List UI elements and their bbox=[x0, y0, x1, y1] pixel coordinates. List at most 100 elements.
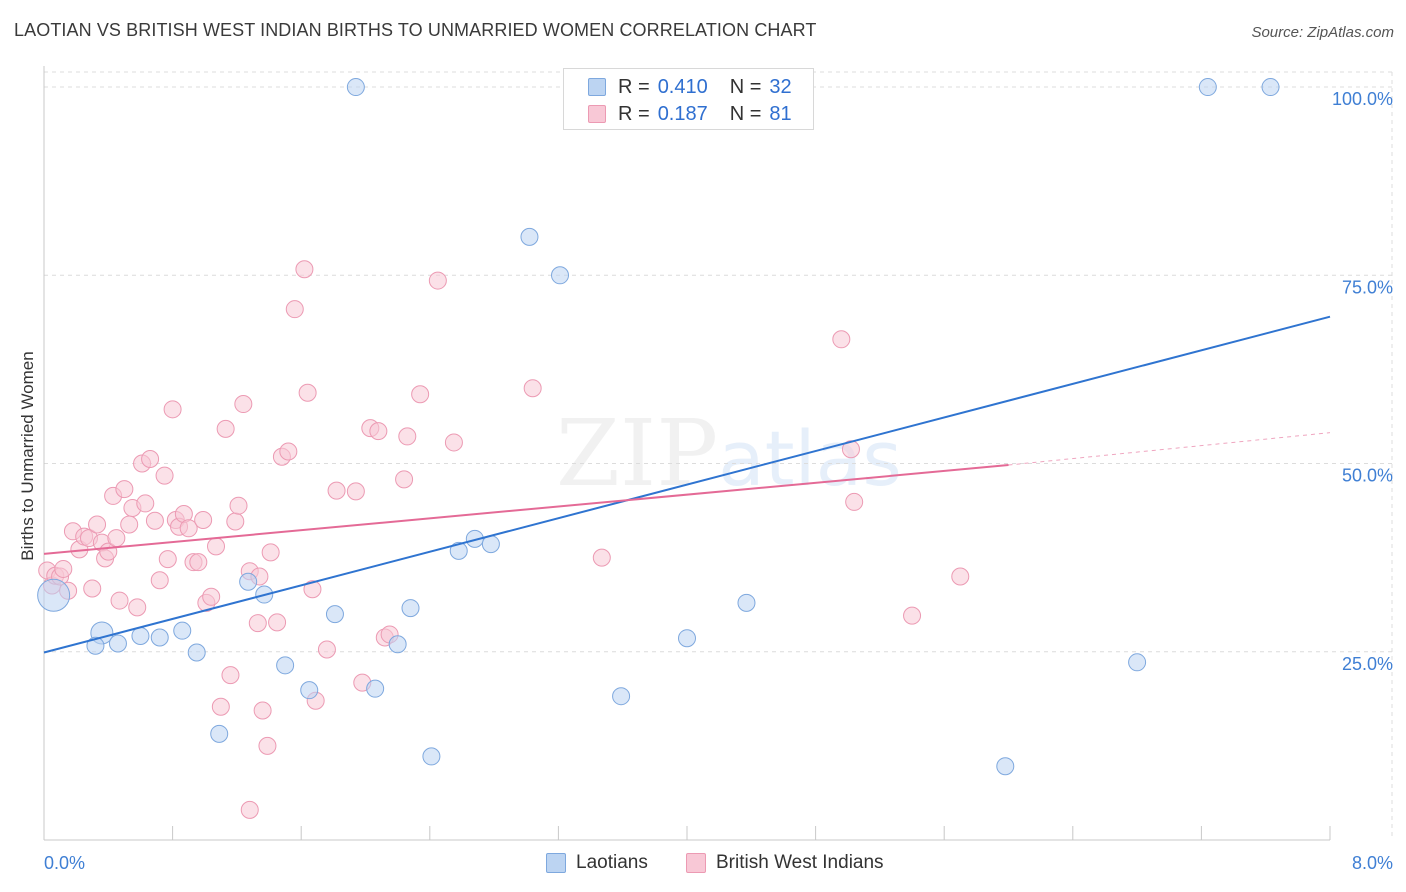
legend-label-british-west-indians: British West Indians bbox=[716, 852, 884, 873]
laotians-point bbox=[678, 629, 696, 648]
british-west-indians-point bbox=[234, 395, 253, 414]
british-west-indians-point bbox=[295, 260, 314, 279]
r-value-laotians: 0.410 bbox=[657, 75, 708, 98]
british-west-indians-point bbox=[110, 591, 129, 610]
n-value-british-west-indians: 81 bbox=[769, 102, 792, 125]
british-west-indians-point bbox=[258, 736, 277, 755]
laotians-point bbox=[520, 227, 539, 246]
british-west-indians-point bbox=[845, 492, 864, 511]
british-west-indians-point bbox=[592, 548, 611, 567]
laotians-point bbox=[187, 643, 206, 662]
y-axis-label: Births to Unmarried Women bbox=[18, 351, 37, 561]
y-tick-label: 25.0% bbox=[1342, 654, 1393, 674]
y-tick-label: 75.0% bbox=[1342, 277, 1393, 297]
british-west-indians-point bbox=[107, 529, 126, 548]
laotians-trend-line bbox=[43, 315, 1331, 654]
source-label[interactable]: Source: ZipAtlas.com bbox=[1251, 24, 1394, 41]
legend-item-laotians[interactable]: Laotians bbox=[546, 852, 648, 874]
laotians-point bbox=[612, 687, 631, 706]
british-west-indians-point bbox=[523, 379, 542, 398]
british-west-indians-trend-line bbox=[43, 464, 1009, 555]
british-west-indians-point bbox=[163, 400, 182, 419]
laotians-point bbox=[422, 747, 441, 766]
laotians-point bbox=[108, 634, 127, 653]
british-west-indians-legend-swatch bbox=[686, 853, 706, 873]
british-west-indians-point bbox=[158, 550, 177, 569]
laotians-point bbox=[131, 626, 150, 645]
british-west-indians-point bbox=[179, 519, 198, 538]
british-west-indians-point bbox=[903, 606, 922, 625]
british-west-indians-point bbox=[83, 579, 102, 598]
laotians-point bbox=[37, 578, 71, 612]
laotians-point bbox=[1198, 78, 1217, 97]
laotians-point bbox=[996, 757, 1015, 776]
laotians-legend-swatch bbox=[546, 853, 566, 873]
laotians-swatch bbox=[588, 78, 606, 96]
british-west-indians-point bbox=[211, 697, 230, 716]
british-west-indians-point bbox=[253, 701, 272, 720]
british-west-indians-point bbox=[285, 300, 304, 319]
british-west-indians-point bbox=[229, 496, 248, 515]
n-value-laotians: 32 bbox=[769, 75, 792, 98]
laotians-point bbox=[737, 593, 756, 612]
correlation-legend: R = 0.410 N = 32 R = 0.187 N = 81 bbox=[563, 68, 814, 130]
laotians-point bbox=[449, 541, 468, 560]
legend-label-laotians: Laotians bbox=[576, 852, 648, 873]
r-value-british-west-indians: 0.187 bbox=[657, 102, 708, 125]
laotians-point bbox=[150, 628, 169, 647]
british-west-indians-point bbox=[136, 494, 155, 513]
laotians-point bbox=[346, 78, 365, 97]
zipatlas-watermark: ZIPatlas bbox=[556, 400, 902, 507]
british-west-indians-point bbox=[221, 666, 240, 685]
british-west-indians-point bbox=[88, 515, 107, 534]
british-west-indians-point bbox=[398, 427, 417, 446]
british-west-indians-point bbox=[128, 598, 147, 617]
british-west-indians-point bbox=[120, 515, 139, 534]
trend-lines bbox=[43, 315, 1331, 654]
british-west-indians-point bbox=[261, 543, 280, 562]
british-west-indians-point bbox=[145, 511, 164, 530]
british-west-indians-point bbox=[279, 442, 298, 461]
laotians-point bbox=[1128, 653, 1147, 672]
laotians-point bbox=[325, 605, 344, 624]
british-west-indians-point bbox=[327, 481, 346, 500]
series-legend: Laotians British West Indians bbox=[0, 852, 1406, 876]
british-west-indians-point bbox=[194, 511, 213, 529]
legend-item-british-west-indians[interactable]: British West Indians bbox=[686, 852, 884, 874]
laotians-point bbox=[210, 724, 229, 743]
british-west-indians-point bbox=[150, 571, 169, 590]
grid-lines bbox=[44, 71, 1393, 840]
british-west-indians-point bbox=[298, 383, 317, 402]
laotians-point bbox=[388, 635, 407, 654]
british-west-indians-trend-extension bbox=[1008, 432, 1331, 466]
laotians-point bbox=[401, 599, 420, 618]
n-label: N = bbox=[729, 102, 762, 125]
y-tick-label: 100.0% bbox=[1332, 89, 1393, 109]
n-label: N = bbox=[729, 75, 762, 98]
british-west-indians-point bbox=[369, 422, 388, 441]
laotians-point bbox=[86, 636, 105, 655]
legend-row-laotians: R = 0.410 N = 32 bbox=[588, 74, 792, 100]
series-british-west-indians bbox=[38, 260, 970, 819]
british-west-indians-point bbox=[841, 440, 860, 459]
british-west-indians-swatch bbox=[588, 105, 606, 123]
british-west-indians-point bbox=[240, 800, 259, 819]
r-label: R = bbox=[618, 102, 650, 125]
british-west-indians-point bbox=[395, 470, 414, 489]
british-west-indians-point bbox=[54, 559, 73, 578]
chart-title: LAOTIAN VS BRITISH WEST INDIAN BIRTHS TO… bbox=[14, 20, 817, 40]
x-tick-label-min: 0.0% bbox=[44, 853, 85, 873]
british-west-indians-point bbox=[115, 480, 134, 499]
british-west-indians-point bbox=[346, 482, 365, 501]
british-west-indians-point bbox=[207, 537, 226, 556]
laotians-point bbox=[366, 679, 385, 698]
laotians-point bbox=[239, 572, 258, 591]
british-west-indians-point bbox=[141, 450, 160, 469]
r-label: R = bbox=[618, 75, 650, 98]
british-west-indians-point bbox=[202, 587, 221, 606]
laotians-point bbox=[551, 266, 570, 285]
series-laotians bbox=[37, 78, 1280, 776]
x-tick-label-max: 8.0% bbox=[1352, 853, 1393, 873]
british-west-indians-point bbox=[268, 613, 287, 632]
